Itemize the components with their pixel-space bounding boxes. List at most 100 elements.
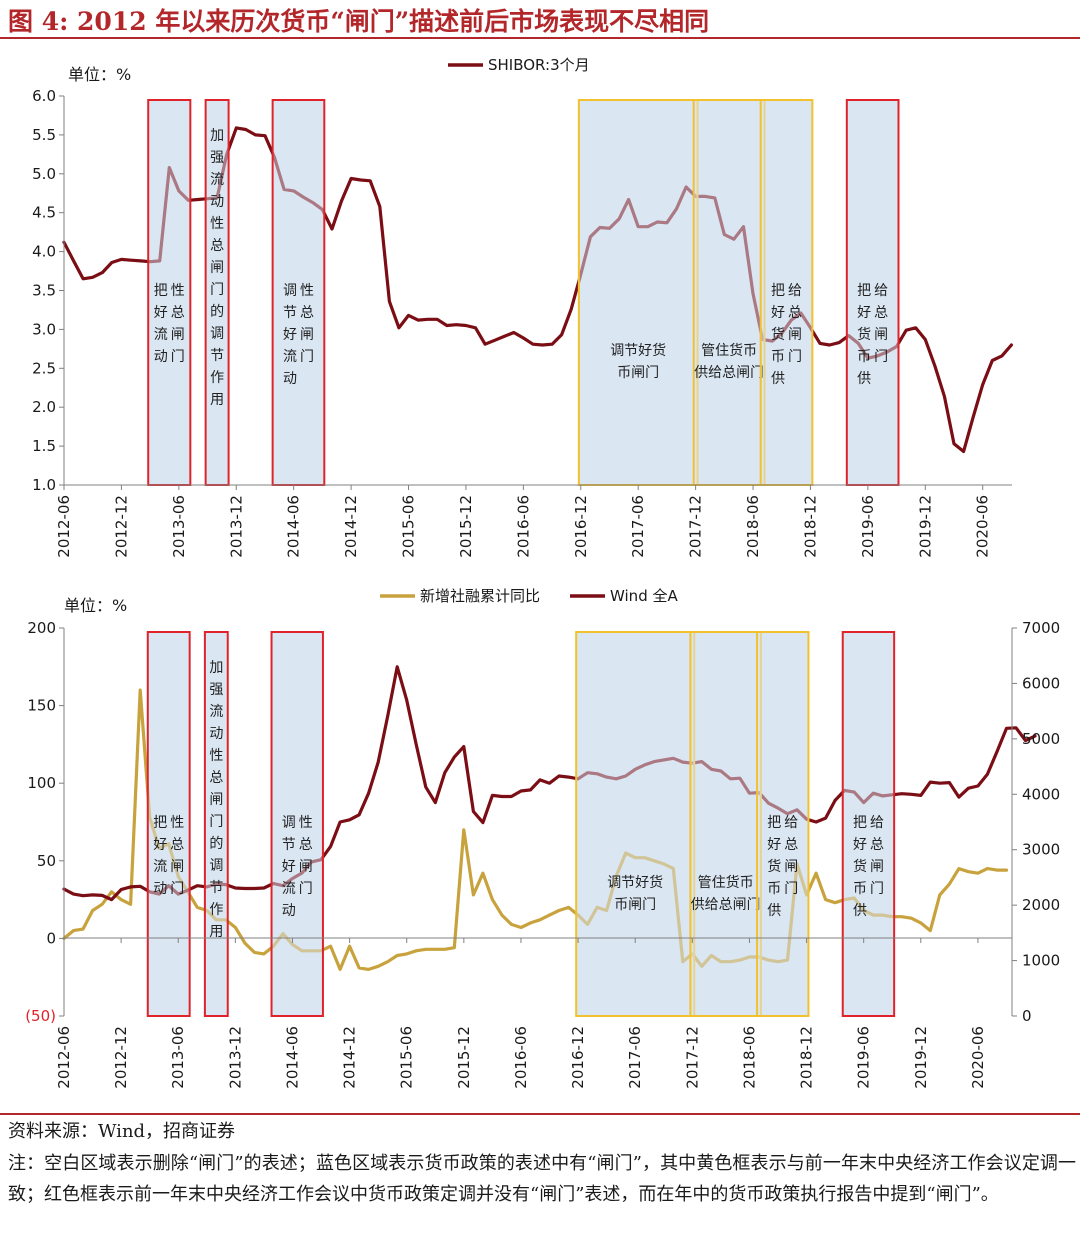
gate-label-char: 总 bbox=[171, 305, 185, 321]
x-tick-label: 2016-06 bbox=[514, 495, 532, 558]
gate-label-char: 动 bbox=[282, 903, 296, 919]
x-tick-label: 2015-06 bbox=[398, 1026, 416, 1089]
gate-label-char: 货 bbox=[853, 858, 867, 875]
gate-label-char: 货 bbox=[857, 326, 871, 343]
x-tick-label: 2012-12 bbox=[112, 1026, 130, 1089]
gate-label-char: 节 bbox=[283, 305, 297, 321]
x-tick-label: 2018-12 bbox=[801, 495, 819, 558]
gate-label-char: 流 bbox=[153, 859, 167, 875]
gate-period-overlay bbox=[271, 632, 323, 1016]
gate-label-char: 闸 bbox=[171, 327, 185, 343]
gate-label-char: 门 bbox=[784, 881, 798, 897]
gate-label-char: 调 bbox=[209, 858, 223, 874]
gate-label-char: 强 bbox=[210, 150, 224, 166]
gate-label-text: 调节好流动 性总闸门 bbox=[283, 283, 314, 387]
gate-label-char: 总 bbox=[788, 305, 802, 321]
gate-label-char: 把 bbox=[153, 815, 167, 831]
gate-label-char: 用 bbox=[209, 924, 223, 940]
gate-label-line: 供给总闸门 bbox=[694, 365, 764, 381]
gate-label-char: 门 bbox=[874, 349, 888, 365]
y-tick-label: 1.5 bbox=[32, 437, 56, 455]
gate-label-text: 把好货币供 给总闸门 bbox=[767, 815, 798, 919]
gate-label-char: 闸 bbox=[170, 859, 184, 875]
gate-label-char: 给 bbox=[870, 815, 884, 831]
gate-label-char: 好 bbox=[153, 837, 167, 853]
y-tick-label: 4.5 bbox=[32, 204, 56, 222]
x-tick-label: 2013-12 bbox=[227, 495, 245, 558]
y-tick-label: 100 bbox=[27, 774, 56, 792]
gate-label-char: 流 bbox=[209, 704, 223, 720]
y-tick-label: 5.0 bbox=[32, 165, 56, 183]
gate-label-text: 加强流动性总闸门的调节作用 bbox=[210, 128, 224, 408]
x-tick-label: 2017-12 bbox=[683, 1026, 701, 1089]
gate-label-char: 给 bbox=[788, 283, 802, 299]
x-tick-label: 2015-06 bbox=[400, 495, 418, 558]
gate-label-char: 动 bbox=[283, 371, 297, 387]
gate-label-char: 币 bbox=[771, 349, 785, 365]
x-tick-label: 2013-12 bbox=[226, 1026, 244, 1089]
gate-period-overlay bbox=[148, 100, 191, 485]
gate-period-overlay bbox=[693, 100, 765, 485]
gate-label-text: 管住货币供给总闸门 bbox=[694, 342, 764, 381]
gate-label-char: 总 bbox=[210, 238, 224, 254]
gate-period-overlay bbox=[690, 632, 761, 1016]
gate-label-char: 闸 bbox=[209, 792, 223, 808]
gate-label-char: 门 bbox=[870, 881, 884, 897]
y-tick-label: 2.5 bbox=[32, 359, 56, 377]
gate-label-char: 好 bbox=[767, 837, 781, 853]
gate-label-char: 动 bbox=[209, 726, 223, 742]
x-tick-label: 2018-06 bbox=[744, 495, 762, 558]
gate-label-char: 调 bbox=[210, 326, 224, 342]
gate-period-overlay bbox=[842, 632, 895, 1016]
gate-period-border bbox=[756, 631, 810, 1017]
gate-label-text: 加强流动性总闸门的调节作用 bbox=[209, 660, 223, 940]
x-tick-label: 2018-06 bbox=[740, 1026, 758, 1089]
gate-label-char: 的 bbox=[210, 304, 224, 320]
legend-label: Wind 全A bbox=[610, 587, 678, 605]
gate-period-border bbox=[146, 631, 191, 1017]
gate-label-char: 好 bbox=[154, 305, 168, 321]
x-tick-label: 2012-12 bbox=[112, 495, 130, 558]
gate-label-char: 节 bbox=[210, 348, 224, 364]
gate-label-text: 把好货币供 给总闸门 bbox=[771, 283, 802, 387]
x-tick-label: 2016-12 bbox=[572, 495, 590, 558]
gate-label-char: 调 bbox=[282, 815, 296, 831]
y-tick-label: 4.0 bbox=[32, 243, 56, 261]
gate-label-text: 调节好流动 性总闸门 bbox=[282, 815, 313, 919]
x-tick-label: 2013-06 bbox=[170, 495, 188, 558]
gate-label-char: 调 bbox=[283, 283, 297, 299]
gate-label-char: 把 bbox=[857, 283, 871, 299]
x-tick-label: 2014-12 bbox=[341, 1026, 359, 1089]
gate-label-char: 把 bbox=[853, 815, 867, 831]
x-tick-label: 2019-06 bbox=[855, 1026, 873, 1089]
gate-period-overlay bbox=[147, 632, 190, 1016]
gate-period-overlay bbox=[205, 100, 229, 485]
y2-tick-label: 2000 bbox=[1022, 896, 1060, 914]
gate-label-char: 总 bbox=[870, 837, 884, 853]
gate-label-line: 币闸门 bbox=[614, 897, 656, 913]
x-tick-label: 2018-12 bbox=[798, 1026, 816, 1089]
y-tick-label: 2.0 bbox=[32, 398, 56, 416]
gate-label-char: 流 bbox=[282, 881, 296, 897]
title-rule bbox=[0, 37, 1080, 39]
gate-label-char: 总 bbox=[170, 837, 184, 853]
gate-label-text: 调节好货币闸门 bbox=[610, 342, 666, 381]
gate-period-overlay bbox=[576, 632, 695, 1016]
gate-label-char: 性 bbox=[209, 748, 223, 764]
gate-label-line: 管住货币 bbox=[701, 342, 757, 359]
gate-label-char: 强 bbox=[209, 682, 223, 698]
gate-label-char: 好 bbox=[853, 837, 867, 853]
y-tick-label: 50 bbox=[37, 852, 56, 870]
y-tick-label: 150 bbox=[27, 697, 56, 715]
unit-label: 单位：% bbox=[68, 65, 131, 84]
gate-label-char: 币 bbox=[767, 881, 781, 897]
gate-label-char: 好 bbox=[282, 859, 296, 875]
gate-label-char: 门 bbox=[170, 881, 184, 897]
source-text: 资料来源：Wind，招商证券 bbox=[8, 1121, 236, 1142]
y2-tick-label: 5000 bbox=[1022, 730, 1060, 748]
x-tick-label: 2020-06 bbox=[969, 1026, 987, 1089]
y2-tick-label: 6000 bbox=[1022, 674, 1060, 692]
y-tick-label: 6.0 bbox=[32, 87, 56, 105]
gate-label-char: 供 bbox=[853, 903, 867, 919]
